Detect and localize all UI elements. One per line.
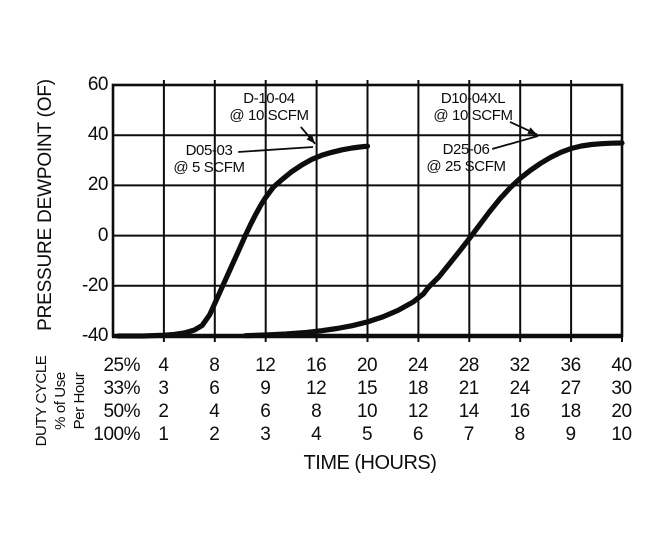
x-tick-value: 14 [458, 401, 480, 422]
x-tick-value: 6 [260, 401, 271, 422]
x-tick-value: 8 [514, 424, 526, 445]
x-tick-value: 20 [356, 355, 378, 376]
x-tick-value: 6 [209, 378, 220, 399]
duty-cycle-subtitle-1: % of Use [52, 372, 69, 430]
y-axis-label: PRESSURE DEWPOINT (OF) [35, 79, 56, 331]
duty-row-label-100: 100% [93, 424, 140, 445]
x-tick-value: 20 [611, 401, 632, 422]
annotation-model-label: D-10-04 [243, 90, 295, 107]
x-tick-row-100pct: 1 2 3 4 5 6 7 8 9 10 [138, 424, 648, 446]
x-tick-value: 28 [458, 355, 480, 376]
x-tick-row-33pct: 3 6 9 12 15 18 21 24 27 30 [138, 378, 648, 400]
x-tick-value: 12 [306, 378, 327, 399]
annotation-flow-label: @ 25 SCFM [426, 158, 506, 175]
x-tick-value: 12 [407, 401, 429, 422]
y-tick-20: 20 [87, 174, 109, 195]
x-tick-value: 4 [158, 355, 169, 376]
x-tick-value: 18 [560, 401, 582, 422]
x-tick-value: 16 [306, 355, 327, 376]
y-tick-60: 60 [87, 74, 109, 95]
x-tick-value: 9 [565, 424, 577, 445]
x-tick-value: 8 [209, 355, 220, 376]
x-tick-value: 6 [412, 424, 424, 445]
annotation-model-label: D10-04XL [440, 90, 506, 107]
y-tick-0: 0 [97, 224, 109, 246]
x-tick-value: 18 [407, 378, 429, 399]
annotation-d10-04xl: D10-04XL @ 10 SCFM [433, 90, 513, 124]
x-tick-value: 30 [611, 378, 632, 399]
x-tick-value: 1 [158, 424, 169, 445]
x-tick-value: 15 [356, 378, 378, 399]
x-tick-value: 32 [509, 355, 531, 376]
y-tick-40: 40 [87, 124, 109, 145]
y-tick-neg40: -40 [82, 325, 108, 346]
duty-row-label-50: 50% [103, 401, 140, 422]
x-tick-value: 24 [509, 378, 531, 399]
annotation-d05-03: D05-03 @ 5 SCFM [173, 142, 245, 176]
annotation-d25-06: D25-06 @ 25 SCFM [426, 141, 506, 175]
x-tick-value: 2 [158, 401, 169, 422]
x-tick-value: 5 [361, 424, 373, 445]
annotation-model-label: D25-06 [442, 141, 490, 158]
annotation-flow-label: @ 10 SCFM [433, 107, 513, 124]
duty-cycle-title: DUTY CYCLE [33, 355, 50, 447]
x-tick-value: 21 [458, 378, 480, 399]
x-tick-value: 8 [311, 401, 322, 422]
annotation-d-10-04: D-10-04 @ 10 SCFM [229, 90, 309, 124]
y-tick-neg20: -20 [82, 274, 108, 296]
x-tick-row-50pct: 2 4 6 8 10 12 14 16 18 20 [138, 401, 648, 423]
x-tick-value: 4 [311, 424, 322, 445]
duty-row-label-25: 25% [103, 355, 140, 376]
annotation-flow-label: @ 10 SCFM [229, 107, 309, 124]
x-tick-value: 3 [260, 424, 271, 445]
annotation-flow-label: @ 5 SCFM [173, 159, 245, 176]
x-tick-value: 16 [509, 401, 531, 422]
x-tick-value: 10 [356, 401, 378, 422]
x-tick-value: 10 [611, 424, 632, 445]
x-axis-label: TIME (HOURS) [303, 452, 437, 474]
duty-row-label-33: 33% [103, 378, 140, 399]
x-tick-value: 2 [209, 424, 220, 445]
x-tick-value: 4 [209, 401, 220, 422]
x-tick-value: 12 [255, 355, 276, 376]
x-tick-value: 40 [611, 355, 632, 376]
x-tick-value: 3 [158, 378, 169, 399]
x-tick-row-25pct: 4 8 12 16 20 24 28 32 36 40 [138, 355, 648, 377]
x-tick-value: 9 [260, 378, 271, 399]
x-tick-value: 24 [407, 355, 429, 376]
x-tick-value: 36 [560, 355, 582, 376]
annotation-model-label: D05-03 [185, 142, 233, 159]
x-tick-value: 27 [560, 378, 582, 399]
x-tick-value: 7 [463, 424, 475, 445]
